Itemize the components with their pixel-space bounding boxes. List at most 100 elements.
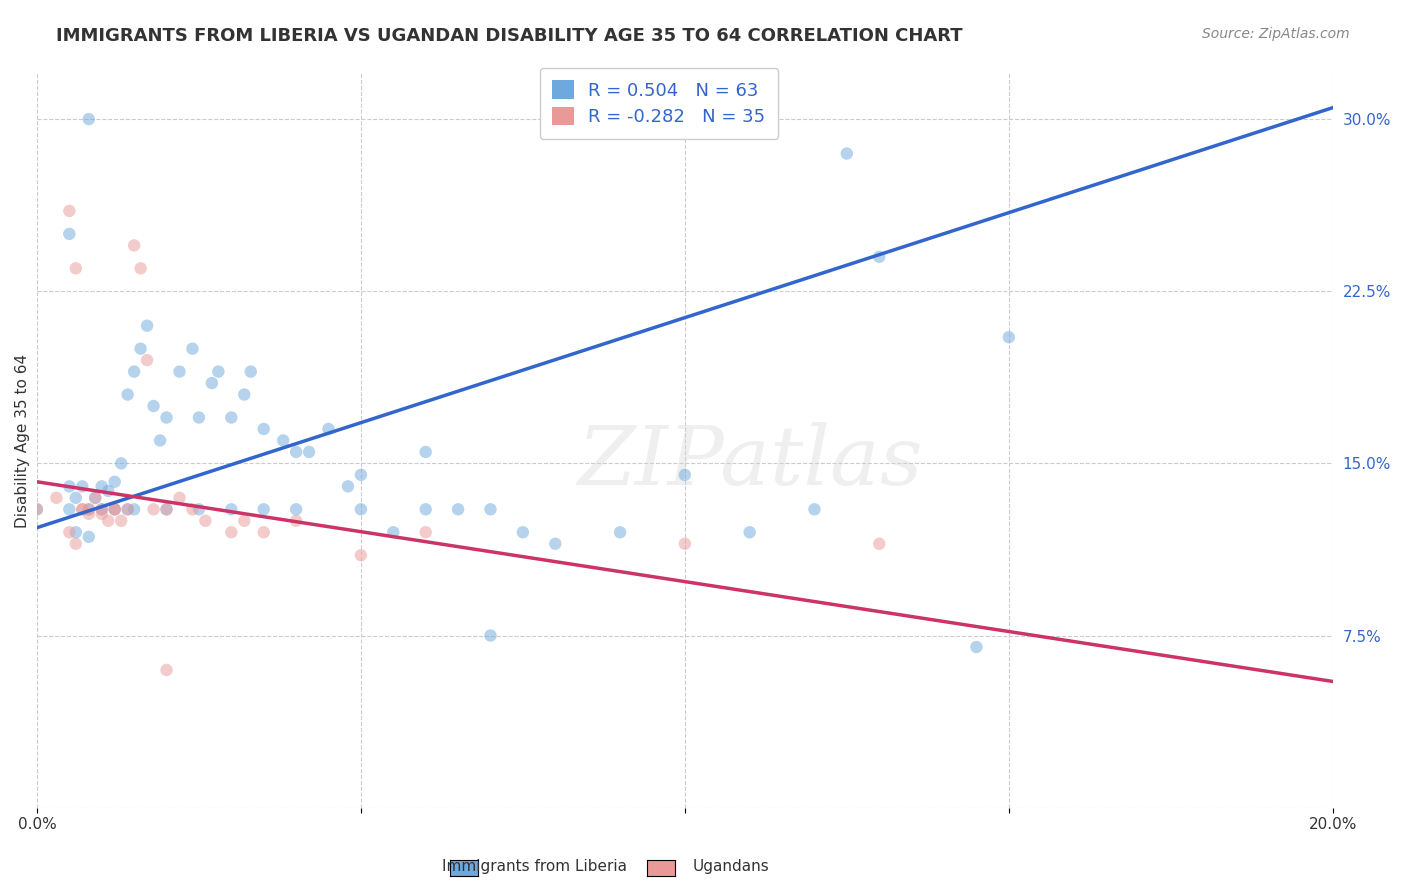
Point (285, 514, 308, 528)
Point (271, 434, 294, 448)
Point (117, 502, 139, 516)
Point (122, 365, 145, 379)
Point (155, 410, 177, 425)
Point (868, 537, 890, 551)
Point (673, 467, 696, 482)
Point (415, 525, 437, 540)
Text: IMMIGRANTS FROM LIBERIA VS UGANDAN DISABILITY AGE 35 TO 64 CORRELATION CHART: IMMIGRANTS FROM LIBERIA VS UGANDAN DISAB… (56, 27, 963, 45)
Point (142, 502, 165, 516)
Text: ZIPatlas: ZIPatlas (576, 423, 922, 502)
Point (187, 502, 209, 516)
Point (129, 261, 152, 276)
Point (738, 525, 761, 540)
Point (110, 514, 132, 528)
Point (544, 537, 567, 551)
Point (25, 502, 48, 516)
Point (122, 238, 145, 252)
Point (72, 502, 94, 516)
Point (65, 491, 87, 505)
Point (253, 422, 276, 436)
Point (65, 525, 87, 540)
Point (117, 502, 139, 516)
Point (868, 250, 890, 264)
Point (45, 491, 67, 505)
Point (104, 502, 127, 516)
Point (77, 502, 100, 516)
Point (169, 365, 191, 379)
Point (58, 227, 80, 241)
Point (97, 514, 120, 528)
Point (221, 502, 243, 516)
Point (110, 457, 132, 471)
Point (998, 330, 1021, 344)
Point (169, 491, 191, 505)
Point (122, 502, 145, 516)
Text: Ugandans: Ugandans (693, 859, 769, 874)
Point (965, 640, 987, 654)
Point (382, 525, 405, 540)
Point (194, 514, 217, 528)
Point (479, 502, 502, 516)
Point (149, 434, 172, 448)
Point (181, 342, 204, 356)
Point (673, 537, 696, 551)
Point (187, 410, 209, 425)
Point (58, 502, 80, 516)
Point (58, 525, 80, 540)
Point (233, 514, 256, 528)
Point (104, 502, 127, 516)
Point (65, 537, 87, 551)
Point (90, 507, 112, 521)
Legend: R = 0.504   N = 63, R = -0.282   N = 35: R = 0.504 N = 63, R = -0.282 N = 35 (540, 68, 778, 139)
Point (136, 318, 159, 333)
Point (117, 387, 139, 401)
Point (58, 203, 80, 218)
Point (253, 525, 276, 540)
Point (285, 445, 308, 459)
Point (77, 507, 100, 521)
Point (136, 353, 159, 368)
Point (415, 502, 437, 516)
Point (90, 502, 112, 516)
Text: Immigrants from Liberia: Immigrants from Liberia (441, 859, 627, 874)
Point (155, 502, 177, 516)
Point (233, 387, 256, 401)
Point (803, 502, 825, 516)
Point (104, 502, 127, 516)
Point (336, 479, 359, 493)
Point (155, 663, 177, 677)
Point (25, 502, 48, 516)
Point (350, 502, 373, 516)
Point (835, 146, 858, 161)
Point (155, 502, 177, 516)
Text: Source: ZipAtlas.com: Source: ZipAtlas.com (1202, 27, 1350, 41)
Point (207, 365, 229, 379)
Point (181, 502, 204, 516)
Point (72, 479, 94, 493)
Point (65, 261, 87, 276)
Point (129, 342, 152, 356)
Point (318, 422, 340, 436)
Point (609, 525, 631, 540)
Point (90, 502, 112, 516)
Point (77, 530, 100, 544)
Y-axis label: Disability Age 35 to 64: Disability Age 35 to 64 (15, 353, 30, 527)
Point (447, 502, 470, 516)
Point (201, 376, 224, 390)
Point (84, 491, 107, 505)
Point (298, 445, 321, 459)
Point (90, 479, 112, 493)
Point (253, 502, 276, 516)
Point (104, 475, 127, 489)
Point (221, 410, 243, 425)
Point (58, 479, 80, 493)
Point (221, 525, 243, 540)
Point (239, 365, 262, 379)
Point (415, 445, 437, 459)
Point (97, 483, 120, 498)
Point (72, 502, 94, 516)
Point (350, 467, 373, 482)
Point (77, 112, 100, 127)
Point (84, 491, 107, 505)
Point (285, 502, 308, 516)
